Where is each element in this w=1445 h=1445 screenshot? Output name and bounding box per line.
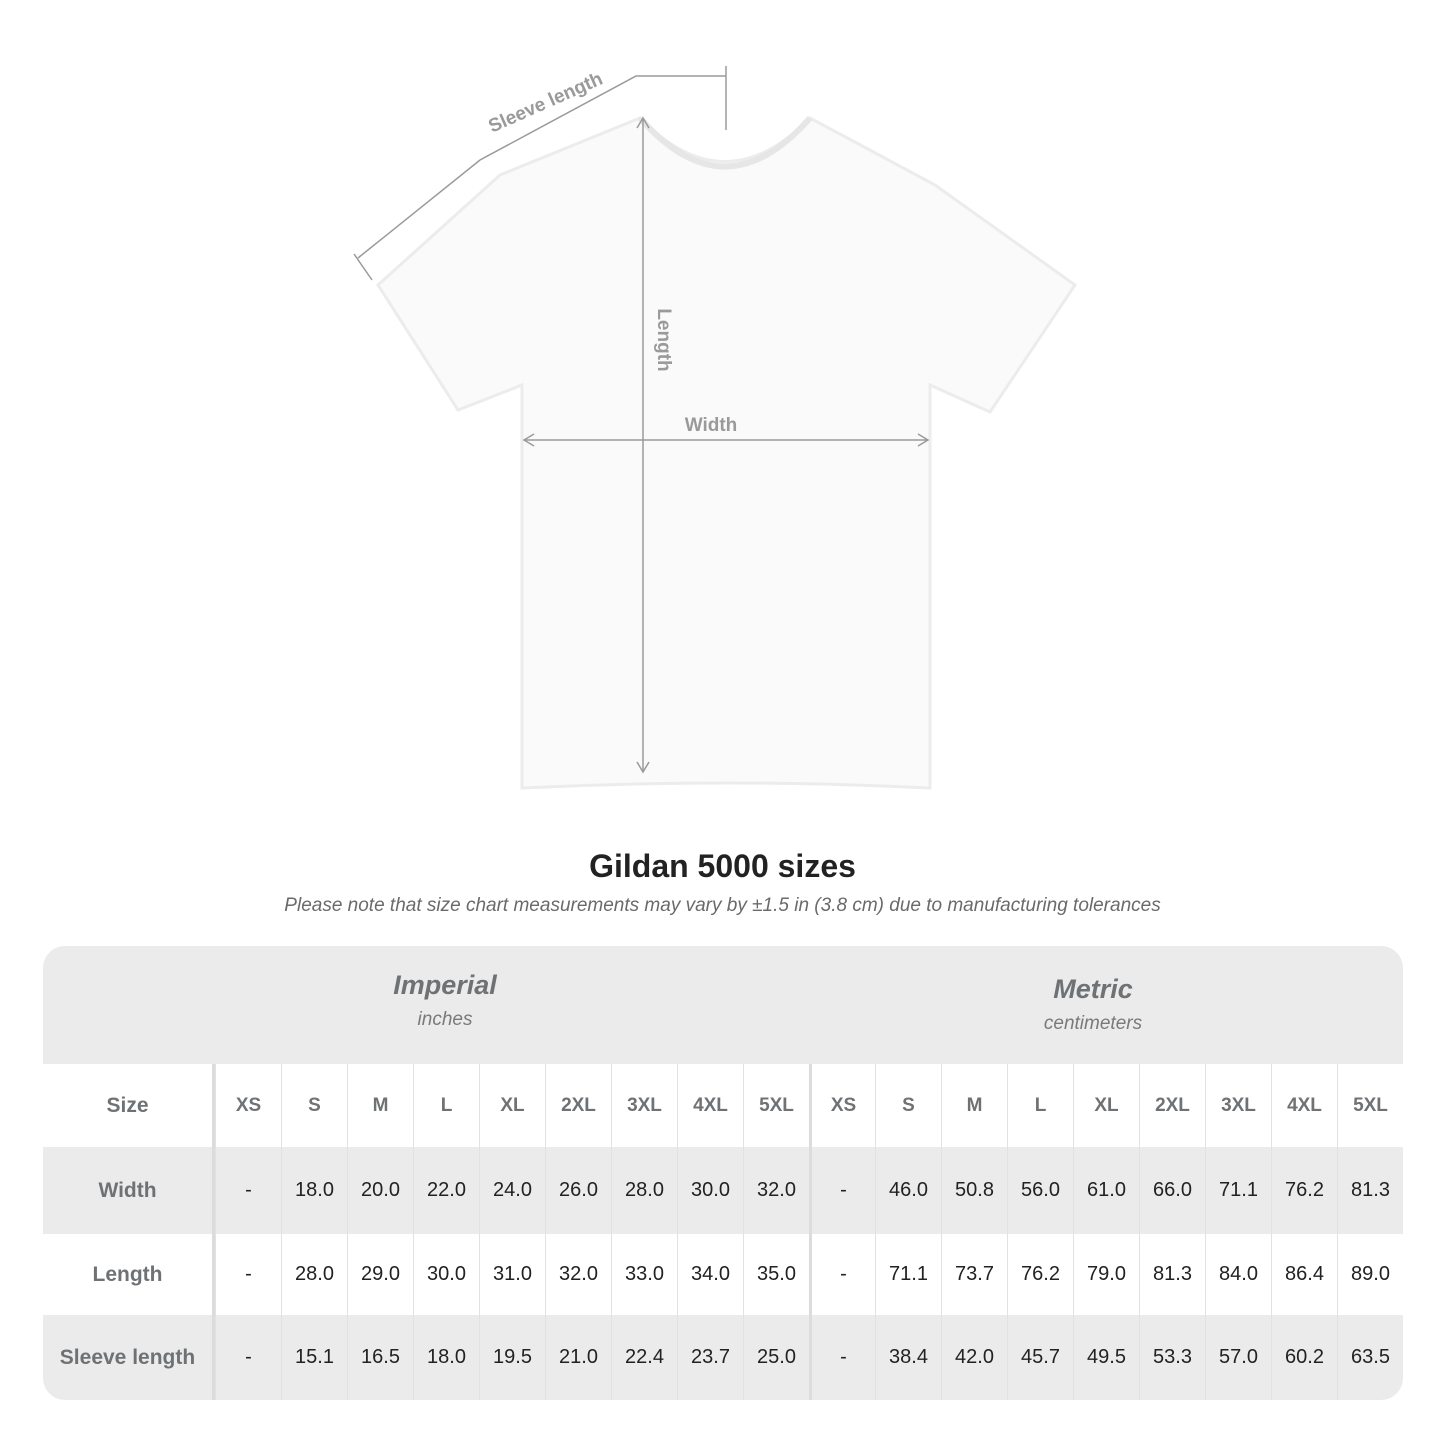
imperial-value-cell: 28.0 (611, 1147, 677, 1234)
metric-value-cell: 56.0 (1007, 1147, 1073, 1234)
metric-value-cell: 84.0 (1205, 1234, 1271, 1315)
imperial-value-cell: 32.0 (545, 1234, 611, 1315)
imperial-unit: inches (417, 1009, 473, 1030)
imperial-value-cell: 18.0 (413, 1315, 479, 1400)
metric-value-cell: 79.0 (1073, 1234, 1139, 1315)
sleeve-length-line (357, 75, 726, 259)
tolerance-note: Please note that size chart measurements… (284, 895, 1161, 916)
size-header-cell: S (875, 1064, 941, 1147)
table-row: Width -18.0 20.0 22.0 24.0 26.0 28.0 30.0 32.0-4… (43, 1147, 1403, 1234)
imperial-value-cell: 28.0 (281, 1234, 347, 1315)
imperial-value-cell: 30.0 (413, 1234, 479, 1315)
imperial-value-cell: 23.7 (677, 1315, 743, 1400)
imperial-value-cell: 20.0 (347, 1147, 413, 1234)
imperial-value-cell: 34.0 (677, 1234, 743, 1315)
metric-value-cell: 73.7 (941, 1234, 1007, 1315)
imperial-value-cell: 25.0 (743, 1315, 809, 1400)
row-label: Width (43, 1147, 215, 1234)
size-header-cell: 3XL (1205, 1064, 1271, 1147)
metric-value-cell: 50.8 (941, 1147, 1007, 1234)
metric-value-cell: 53.3 (1139, 1315, 1205, 1400)
length-label: Length (653, 308, 674, 371)
size-header-cell: M (347, 1064, 413, 1147)
imperial-value-cell: 30.0 (677, 1147, 743, 1234)
metric-value-cell: 81.3 (1337, 1147, 1403, 1234)
metric-value-cell: 63.5 (1337, 1315, 1403, 1400)
metric-value-cell: - (809, 1234, 875, 1315)
row-label: Sleeve length (43, 1315, 215, 1400)
size-table: Imperial inches Metric centimeters Size X… (43, 946, 1403, 1400)
imperial-value-cell: 31.0 (479, 1234, 545, 1315)
size-header-cell: M (941, 1064, 1007, 1147)
size-header-cell: XL (479, 1064, 545, 1147)
imperial-value-cell: 22.0 (413, 1147, 479, 1234)
metric-value-cell: 76.2 (1271, 1147, 1337, 1234)
size-header-cell: 5XL (743, 1064, 809, 1147)
size-header-cell: XS (215, 1064, 281, 1147)
metric-value-cell: 81.3 (1139, 1234, 1205, 1315)
metric-value-cell: - (809, 1147, 875, 1234)
table-row: Length -28.0 29.0 30.0 31.0 32.0 33.0 34.0 35.0-… (43, 1234, 1403, 1315)
imperial-value-cell: 32.0 (743, 1147, 809, 1234)
size-header-cell: XL (1073, 1064, 1139, 1147)
size-header-cell: L (413, 1064, 479, 1147)
metric-value-cell: 42.0 (941, 1315, 1007, 1400)
metric-value-cell: 49.5 (1073, 1315, 1139, 1400)
size-header-cell: 2XL (1139, 1064, 1205, 1147)
imperial-value-cell: 19.5 (479, 1315, 545, 1400)
metric-value-cell: 57.0 (1205, 1315, 1271, 1400)
tshirt-diagram: Sleeve length Length Width (353, 66, 1078, 790)
metric-value-cell: 61.0 (1073, 1147, 1139, 1234)
page-title: Gildan 5000 sizes (589, 848, 856, 884)
imperial-title: Imperial (393, 970, 497, 1000)
sleeve-length-label: Sleeve length (486, 68, 606, 137)
imperial-value-cell: 29.0 (347, 1234, 413, 1315)
imperial-value-cell: - (215, 1234, 281, 1315)
metric-title: Metric (1053, 974, 1133, 1004)
imperial-value-cell: 21.0 (545, 1315, 611, 1400)
metric-value-cell: 46.0 (875, 1147, 941, 1234)
size-header-cell: 2XL (545, 1064, 611, 1147)
size-header-row: Size XS S M L XL 2XL 3XL 4XL 5XL XS S M L XL 2XL 3XL 4XL 5… (43, 1064, 1403, 1147)
size-header-cell: 4XL (1271, 1064, 1337, 1147)
size-header-cell: 5XL (1337, 1064, 1403, 1147)
metric-unit: centimeters (1043, 1013, 1143, 1034)
imperial-value-cell: 15.1 (281, 1315, 347, 1400)
imperial-value-cell: 33.0 (611, 1234, 677, 1315)
unit-header-band: Imperial inches Metric centimeters (43, 946, 1403, 1064)
metric-value-cell: 86.4 (1271, 1234, 1337, 1315)
imperial-header: Imperial inches (115, 970, 775, 1031)
imperial-value-cell: 24.0 (479, 1147, 545, 1234)
row-label: Length (43, 1234, 215, 1315)
metric-value-cell: 71.1 (1205, 1147, 1271, 1234)
width-label: Width (685, 415, 738, 436)
tshirt-shape (376, 116, 1078, 790)
metric-header: Metric centimeters (763, 974, 1403, 1035)
imperial-value-cell: 26.0 (545, 1147, 611, 1234)
size-header-cell: XS (809, 1064, 875, 1147)
metric-value-cell: 45.7 (1007, 1315, 1073, 1400)
collar (637, 116, 813, 170)
imperial-value-cell: - (215, 1147, 281, 1234)
metric-value-cell: 38.4 (875, 1315, 941, 1400)
imperial-value-cell: 16.5 (347, 1315, 413, 1400)
size-header-cell: L (1007, 1064, 1073, 1147)
metric-value-cell: - (809, 1315, 875, 1400)
imperial-value-cell: - (215, 1315, 281, 1400)
imperial-value-cell: 18.0 (281, 1147, 347, 1234)
metric-value-cell: 76.2 (1007, 1234, 1073, 1315)
metric-value-cell: 71.1 (875, 1234, 941, 1315)
row-label: Size (43, 1064, 215, 1147)
imperial-value-cell: 35.0 (743, 1234, 809, 1315)
table-row: Sleeve length -15.1 16.5 18.0 19.5 21.0 22.4 23… (43, 1315, 1403, 1400)
size-header-cell: 3XL (611, 1064, 677, 1147)
metric-value-cell: 66.0 (1139, 1147, 1205, 1234)
metric-value-cell: 60.2 (1271, 1315, 1337, 1400)
size-header-cell: 4XL (677, 1064, 743, 1147)
metric-value-cell: 89.0 (1337, 1234, 1403, 1315)
imperial-value-cell: 22.4 (611, 1315, 677, 1400)
size-header-cell: S (281, 1064, 347, 1147)
